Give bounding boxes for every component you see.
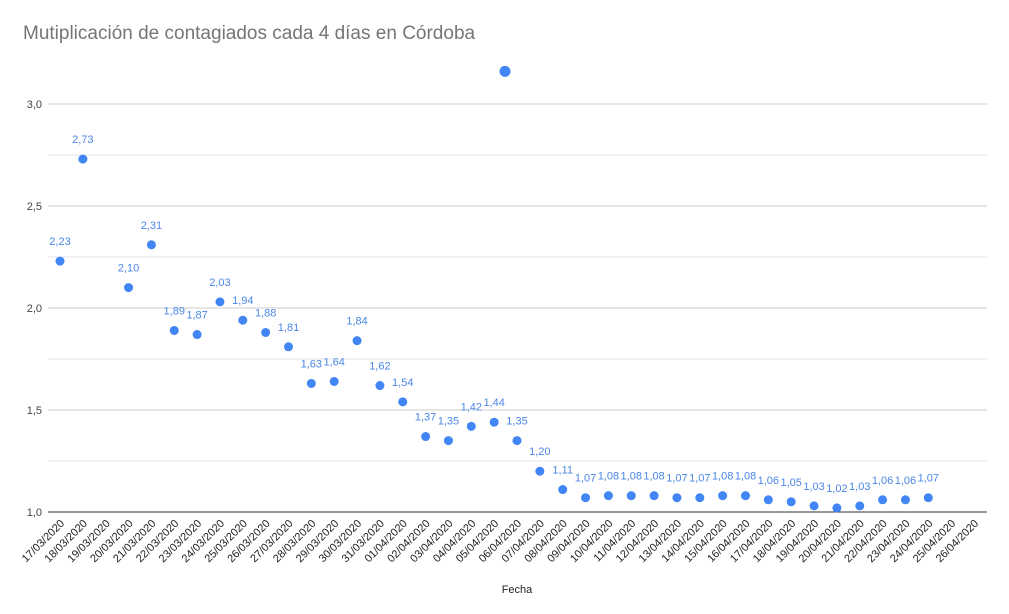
data-point <box>603 491 613 501</box>
data-label: 1,44 <box>483 397 504 409</box>
data-point <box>718 491 728 501</box>
data-point <box>535 466 545 476</box>
data-point <box>466 421 476 431</box>
data-point <box>558 485 568 495</box>
data-label: 1,88 <box>255 307 276 319</box>
data-point <box>124 283 134 293</box>
data-point <box>512 436 522 446</box>
data-label: 1,84 <box>346 316 367 328</box>
data-label: 1,05 <box>780 477 801 489</box>
data-label: 2,31 <box>141 220 162 232</box>
data-label: 1,08 <box>598 471 619 483</box>
data-label: 1,94 <box>232 295 253 307</box>
data-point <box>741 491 750 501</box>
data-point <box>421 432 431 442</box>
data-label: 1,07 <box>918 473 939 485</box>
data-point <box>900 495 910 505</box>
data-point <box>329 376 339 386</box>
data-point <box>443 436 453 446</box>
data-point <box>695 493 705 503</box>
data-point <box>489 417 499 427</box>
y-tick-label: 1,5 <box>27 405 42 417</box>
data-label: 1,08 <box>643 471 664 483</box>
y-axis-ticks: 1,0 1,5 2,0 2,5 3,0 <box>27 99 42 519</box>
data-point <box>626 491 636 501</box>
data-label: 1,37 <box>415 412 436 424</box>
data-label: 1,08 <box>621 471 642 483</box>
data-point <box>238 315 248 325</box>
y-tick-label: 2,5 <box>27 201 42 213</box>
data-label: 1,35 <box>438 416 459 428</box>
data-label: 1,07 <box>575 473 596 485</box>
data-point <box>352 336 362 346</box>
data-point <box>169 325 179 335</box>
data-label: 1,06 <box>758 475 779 487</box>
data-point <box>146 240 156 250</box>
data-point <box>215 297 225 307</box>
data-label: 1,03 <box>803 481 824 493</box>
data-point <box>832 503 842 513</box>
data-label: 1,06 <box>872 475 893 487</box>
data-point <box>923 493 933 503</box>
x-axis-label: Fecha <box>502 584 533 596</box>
data-label: 2,23 <box>49 236 70 248</box>
data-label: 1,81 <box>278 322 299 334</box>
data-label: 1,62 <box>369 361 390 373</box>
data-label: 1,64 <box>323 356 344 368</box>
data-point <box>809 501 819 511</box>
data-point <box>192 330 202 340</box>
data-label: 1,07 <box>666 473 687 485</box>
x-axis-ticks: 17/03/202018/03/202019/03/202020/03/2020… <box>20 518 981 565</box>
data-point <box>581 493 591 503</box>
data-label: 1,08 <box>735 471 756 483</box>
data-label: 1,87 <box>186 310 207 322</box>
data-labels: 2,23 2,73 2,10 2,31 1,89 1,87 2,031,941,881,81… <box>49 134 939 495</box>
data-label: 1,02 <box>826 483 847 495</box>
data-label: 1,35 <box>506 416 527 428</box>
data-point <box>672 493 682 503</box>
data-point <box>855 501 865 511</box>
data-point <box>649 491 659 501</box>
gridlines <box>48 103 987 513</box>
data-point <box>261 327 271 337</box>
data-label: 1,20 <box>529 446 550 458</box>
data-label: 1,08 <box>712 471 733 483</box>
data-label: 1,54 <box>392 377 413 389</box>
data-label: 1,11 <box>552 465 573 477</box>
data-point <box>375 381 385 391</box>
data-point <box>398 397 408 407</box>
chart-title: Mutiplicación de contagiados cada 4 días… <box>23 23 476 44</box>
data-point <box>78 154 88 164</box>
data-point <box>55 256 65 266</box>
data-label: 1,06 <box>895 475 916 487</box>
y-tick-label: 3,0 <box>27 99 42 111</box>
y-tick-label: 1,0 <box>27 507 42 519</box>
y-tick-label: 2,0 <box>27 303 42 315</box>
data-point <box>763 495 773 505</box>
data-label: 2,10 <box>118 263 139 275</box>
data-point <box>878 495 888 505</box>
data-point <box>786 497 796 507</box>
data-point <box>306 378 316 388</box>
data-label: 1,03 <box>849 481 870 493</box>
data-points <box>55 154 933 513</box>
data-label: 1,89 <box>164 305 185 317</box>
data-label: 1,63 <box>301 358 322 370</box>
data-label: 1,42 <box>461 401 482 413</box>
legend-marker <box>499 65 511 77</box>
data-label: 1,07 <box>689 473 710 485</box>
data-label: 2,03 <box>209 277 230 289</box>
data-label: 2,73 <box>72 134 93 146</box>
data-point <box>284 342 293 352</box>
